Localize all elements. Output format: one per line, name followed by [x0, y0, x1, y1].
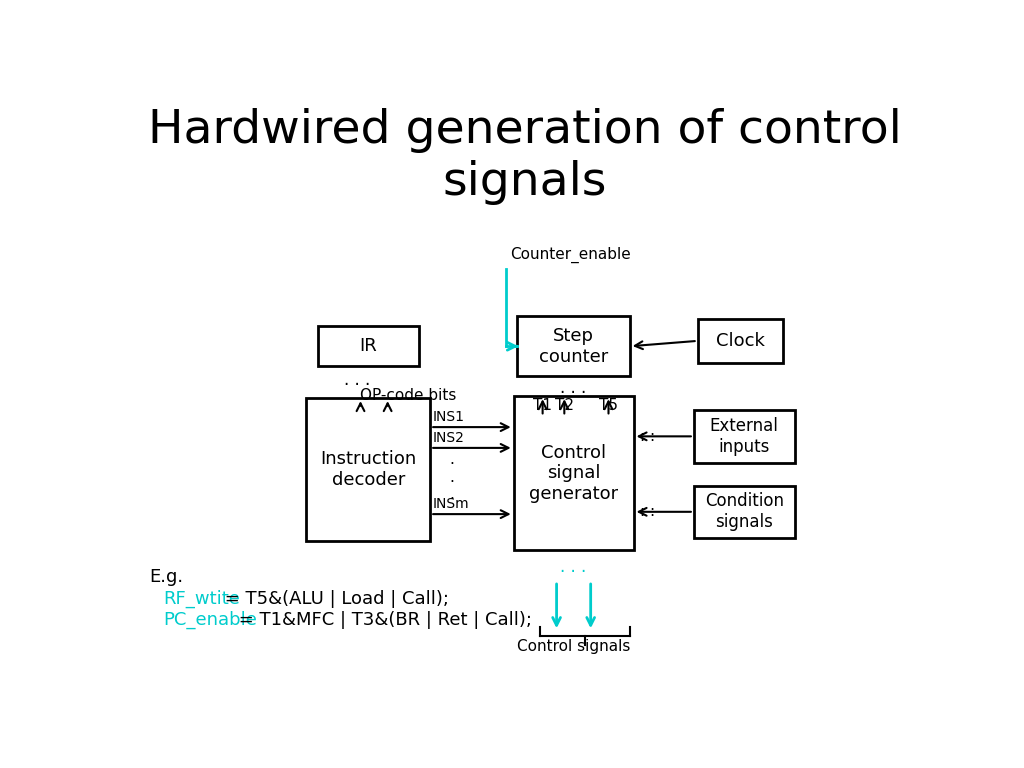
Text: Condition
signals: Condition signals	[705, 492, 783, 531]
Bar	[693, 485, 795, 538]
Text: Step
counter: Step counter	[539, 327, 608, 366]
Text: INSm: INSm	[432, 497, 469, 511]
Text: Control signals: Control signals	[517, 639, 631, 654]
Text: PC_enable: PC_enable	[164, 611, 257, 630]
Text: .
.
.: . . .	[450, 452, 455, 502]
Text: E.g.: E.g.	[150, 568, 184, 586]
Text: INS2: INS2	[432, 431, 465, 445]
Text: OP-code bits: OP-code bits	[360, 388, 457, 403]
Text: Hardwired generation of control
signals: Hardwired generation of control signals	[147, 108, 902, 204]
Text: : :: : :	[640, 429, 655, 444]
Text: T1: T1	[534, 398, 552, 413]
Text: = T5&(ALU | Load | Call);: = T5&(ALU | Load | Call);	[219, 590, 450, 607]
Text: T2: T2	[555, 398, 573, 413]
Bar	[697, 319, 783, 363]
Text: : :: : :	[640, 505, 655, 519]
Text: . . .: . . .	[560, 379, 587, 397]
Text: Counter_enable: Counter_enable	[510, 247, 631, 263]
Text: INS1: INS1	[432, 410, 465, 424]
Text: External
inputs: External inputs	[710, 417, 778, 455]
Text: . . .: . . .	[343, 371, 370, 389]
Text: IR: IR	[359, 337, 377, 356]
Bar	[306, 399, 430, 541]
Text: T5: T5	[599, 398, 618, 413]
Text: . . .: . . .	[560, 558, 587, 576]
Text: Clock: Clock	[716, 332, 765, 350]
Text: = T1&MFC | T3&(BR | Ret | Call);: = T1&MFC | T3&(BR | Ret | Call);	[233, 611, 532, 629]
Bar	[517, 316, 630, 376]
Bar	[693, 410, 795, 462]
Text: RF_wtite: RF_wtite	[164, 590, 241, 607]
Text: Control
signal
generator: Control signal generator	[529, 443, 618, 503]
Bar	[317, 326, 419, 366]
Text: Instruction
decoder: Instruction decoder	[321, 450, 417, 489]
Bar	[514, 396, 634, 551]
